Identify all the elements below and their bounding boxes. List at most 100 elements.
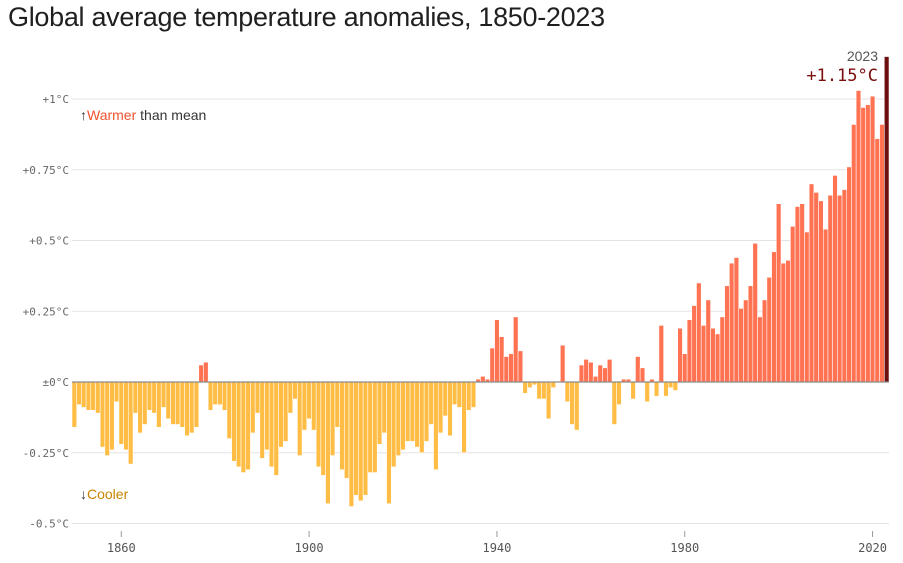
bar [766, 277, 772, 383]
bar [358, 381, 364, 502]
bar [813, 192, 819, 383]
bar [109, 381, 115, 451]
bar [198, 364, 204, 383]
legend-cooler: ↓Cooler [80, 486, 129, 502]
bar [386, 381, 392, 504]
bar [217, 381, 223, 405]
bar [545, 381, 552, 420]
bar [705, 299, 711, 383]
bar [747, 285, 754, 383]
x-axis-ticks: 1860 1900 1940 1980 2020 [107, 531, 887, 555]
bar [221, 381, 228, 411]
bar [522, 381, 528, 394]
bar [409, 381, 416, 442]
x-tick-label: 1900 [295, 541, 324, 555]
bar [207, 381, 214, 411]
bar [503, 356, 509, 383]
bar [423, 381, 430, 442]
bar [156, 381, 162, 428]
bar [179, 381, 185, 428]
bar [616, 381, 622, 405]
bar [499, 336, 505, 383]
bar [381, 381, 387, 434]
bar [367, 381, 373, 473]
bar [231, 381, 237, 462]
bar [311, 381, 317, 431]
bar [250, 381, 256, 434]
bar [395, 381, 401, 456]
bar [776, 203, 782, 383]
bar [663, 381, 669, 397]
bar [780, 262, 786, 383]
bar [306, 381, 312, 420]
bar [320, 381, 326, 476]
bar [827, 194, 833, 383]
bar [447, 381, 453, 437]
bar [433, 381, 439, 471]
bar [743, 299, 749, 383]
bar [118, 381, 124, 445]
bar [677, 327, 683, 383]
bar [76, 381, 82, 405]
bar [719, 316, 725, 383]
bar [137, 381, 143, 434]
gridlines [72, 98, 889, 524]
bar [686, 319, 693, 383]
bar [362, 381, 369, 496]
bar [761, 299, 768, 383]
x-tick-label: 1980 [670, 541, 699, 555]
bar [193, 381, 200, 428]
bar [400, 381, 406, 451]
bar [700, 325, 707, 383]
bar [104, 381, 110, 456]
bar [466, 381, 472, 411]
bar [315, 381, 322, 468]
bar [437, 381, 444, 434]
bar [597, 364, 603, 383]
bar [696, 282, 702, 383]
bar [254, 381, 261, 414]
bar [639, 367, 646, 383]
bar [508, 353, 514, 383]
y-tick-label: +1°C [43, 93, 70, 106]
bar [71, 381, 77, 428]
bar [846, 166, 852, 383]
bar [752, 243, 758, 383]
bar [527, 381, 533, 388]
bar [790, 226, 796, 383]
bar [461, 381, 467, 454]
bar [353, 381, 359, 496]
bar [95, 381, 101, 414]
bar [865, 104, 871, 383]
bar [268, 381, 275, 468]
y-tick-label: +0.75°C [23, 164, 69, 177]
bar [799, 203, 805, 383]
bar [583, 359, 589, 383]
bar [273, 381, 279, 476]
bar [860, 107, 866, 383]
bar [569, 381, 575, 425]
annotation-year: 2023 [847, 48, 878, 64]
bar [203, 361, 209, 383]
bar [85, 381, 92, 411]
bar [489, 347, 495, 383]
bar [212, 381, 218, 405]
bar [240, 381, 247, 473]
bar [724, 285, 730, 383]
bar [264, 381, 270, 451]
x-tick-label: 1940 [482, 541, 511, 555]
bar [405, 381, 411, 442]
bar [146, 381, 153, 411]
bar [372, 381, 378, 473]
bar [611, 381, 617, 425]
bar [710, 327, 716, 383]
bar [794, 206, 801, 383]
bar [869, 95, 876, 383]
bar [729, 262, 735, 383]
bar [578, 364, 585, 383]
bar [851, 124, 857, 383]
bar [592, 376, 599, 383]
bar [874, 138, 880, 383]
bar [879, 124, 885, 383]
